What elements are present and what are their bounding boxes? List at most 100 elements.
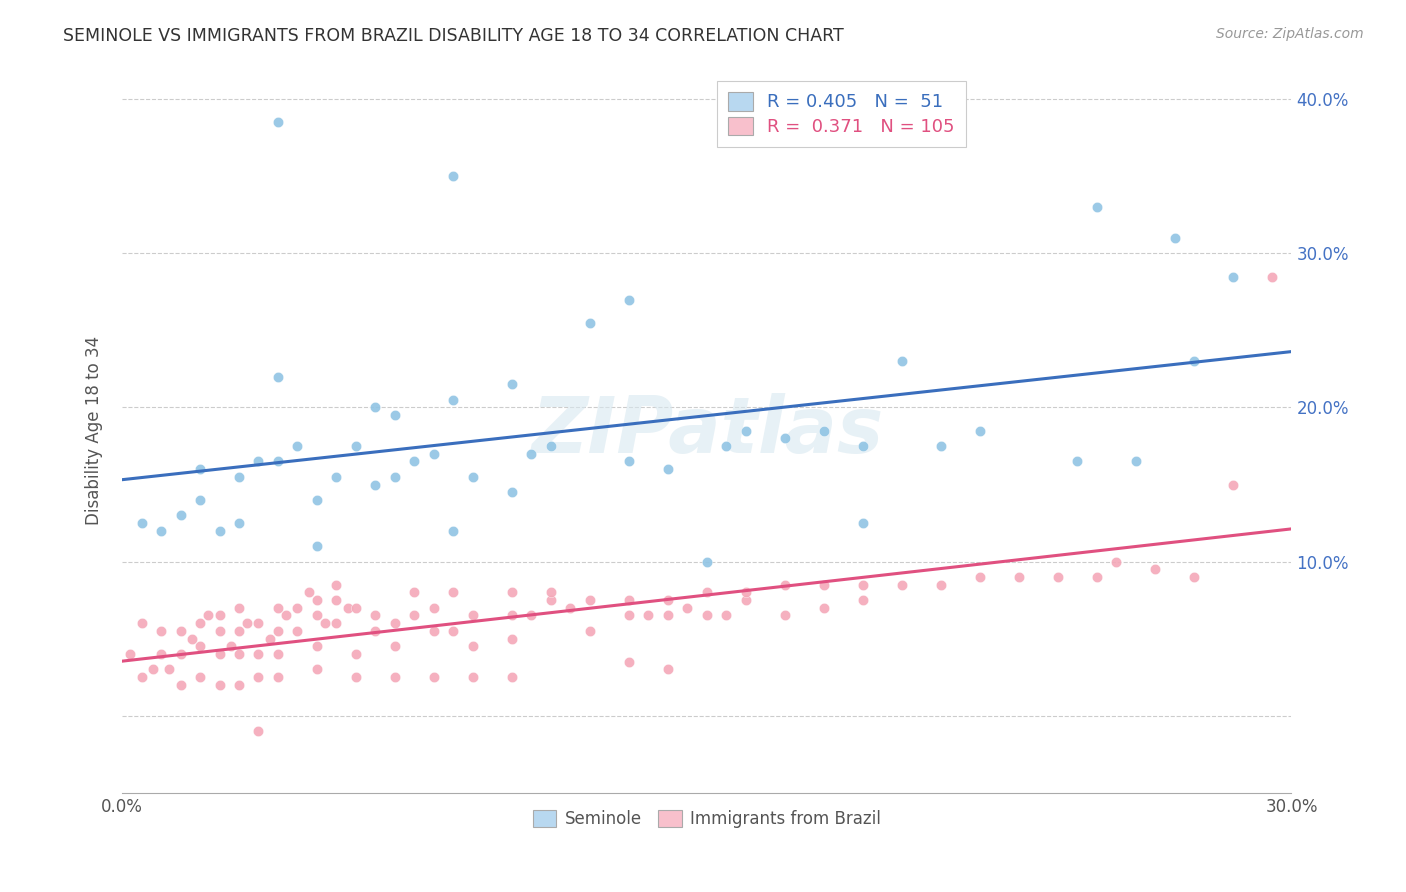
Point: [404, 608, 426, 623]
Point: [540, 593, 562, 607]
Point: [247, 670, 270, 684]
Point: [259, 632, 281, 646]
Point: [734, 424, 756, 438]
Point: [696, 585, 718, 599]
Point: [423, 670, 446, 684]
Point: [1163, 231, 1185, 245]
Point: [540, 585, 562, 599]
Point: [423, 624, 446, 638]
Point: [773, 431, 796, 445]
Point: [228, 624, 250, 638]
Point: [441, 585, 464, 599]
Point: [267, 369, 290, 384]
Point: [578, 593, 600, 607]
Point: [298, 585, 321, 599]
Point: [1046, 570, 1069, 584]
Point: [1125, 454, 1147, 468]
Point: [267, 600, 290, 615]
Point: [696, 555, 718, 569]
Point: [813, 600, 835, 615]
Point: [929, 439, 952, 453]
Point: [384, 408, 406, 422]
Point: [461, 670, 484, 684]
Point: [617, 593, 640, 607]
Point: [188, 616, 211, 631]
Point: [852, 516, 875, 530]
Point: [208, 524, 231, 538]
Point: [267, 115, 290, 129]
Point: [696, 608, 718, 623]
Point: [637, 608, 659, 623]
Point: [423, 447, 446, 461]
Point: [716, 608, 738, 623]
Point: [188, 670, 211, 684]
Point: [247, 724, 270, 739]
Point: [461, 608, 484, 623]
Point: [188, 492, 211, 507]
Point: [657, 608, 679, 623]
Point: [657, 593, 679, 607]
Point: [314, 616, 336, 631]
Point: [181, 632, 204, 646]
Point: [208, 647, 231, 661]
Point: [344, 670, 367, 684]
Point: [247, 454, 270, 468]
Point: [1222, 269, 1244, 284]
Point: [364, 477, 387, 491]
Point: [384, 616, 406, 631]
Point: [344, 439, 367, 453]
Point: [501, 670, 523, 684]
Point: [208, 608, 231, 623]
Legend: Seminole, Immigrants from Brazil: Seminole, Immigrants from Brazil: [526, 804, 887, 835]
Point: [501, 608, 523, 623]
Point: [337, 600, 360, 615]
Point: [267, 647, 290, 661]
Point: [169, 678, 191, 692]
Point: [676, 600, 699, 615]
Point: [384, 670, 406, 684]
Point: [384, 640, 406, 654]
Point: [325, 577, 347, 591]
Point: [305, 608, 328, 623]
Point: [852, 577, 875, 591]
Point: [617, 454, 640, 468]
Point: [305, 539, 328, 553]
Point: [501, 585, 523, 599]
Point: [1007, 570, 1029, 584]
Point: [520, 447, 543, 461]
Point: [1222, 477, 1244, 491]
Point: [305, 492, 328, 507]
Point: [169, 624, 191, 638]
Point: [188, 640, 211, 654]
Point: [929, 577, 952, 591]
Point: [325, 470, 347, 484]
Point: [188, 462, 211, 476]
Point: [228, 600, 250, 615]
Point: [131, 670, 153, 684]
Point: [852, 439, 875, 453]
Point: [325, 593, 347, 607]
Point: [969, 424, 991, 438]
Point: [228, 470, 250, 484]
Point: [520, 608, 543, 623]
Point: [890, 577, 912, 591]
Point: [441, 624, 464, 638]
Point: [150, 624, 173, 638]
Point: [228, 678, 250, 692]
Point: [287, 600, 309, 615]
Point: [441, 392, 464, 407]
Point: [773, 577, 796, 591]
Point: [560, 600, 582, 615]
Point: [364, 624, 387, 638]
Point: [617, 293, 640, 307]
Y-axis label: Disability Age 18 to 34: Disability Age 18 to 34: [86, 336, 103, 525]
Point: [501, 485, 523, 500]
Point: [118, 647, 141, 661]
Point: [1066, 454, 1088, 468]
Point: [247, 616, 270, 631]
Point: [501, 632, 523, 646]
Point: [657, 662, 679, 676]
Text: Source: ZipAtlas.com: Source: ZipAtlas.com: [1216, 27, 1364, 41]
Point: [501, 377, 523, 392]
Point: [813, 577, 835, 591]
